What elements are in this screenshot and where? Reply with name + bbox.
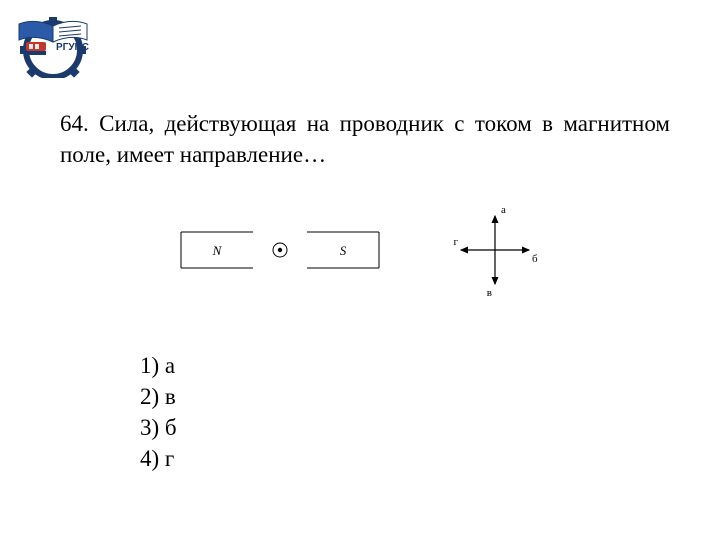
question-number: 64. xyxy=(60,111,89,136)
svg-text:S: S xyxy=(340,243,347,258)
svg-text:б: б xyxy=(532,253,538,265)
question-text: 64. Сила, действующая на проводник с ток… xyxy=(60,108,670,170)
answer-options: 1) а2) в3) б4) г xyxy=(140,350,177,474)
answer-option: 3) б xyxy=(140,412,177,443)
physics-diagram: N Sа б в г xyxy=(150,200,580,310)
logo-text: РГУПС xyxy=(56,42,89,53)
svg-text:г: г xyxy=(453,236,458,248)
answer-option: 4) г xyxy=(140,443,177,474)
answer-option: 1) а xyxy=(140,350,177,381)
svg-text:а: а xyxy=(501,204,506,216)
question-body: Сила, действующая на проводник с током в… xyxy=(60,111,670,167)
svg-text:в: в xyxy=(487,287,492,299)
university-logo: РГУПС xyxy=(8,8,98,78)
svg-text:N: N xyxy=(212,243,223,258)
answer-option: 2) в xyxy=(140,381,177,412)
